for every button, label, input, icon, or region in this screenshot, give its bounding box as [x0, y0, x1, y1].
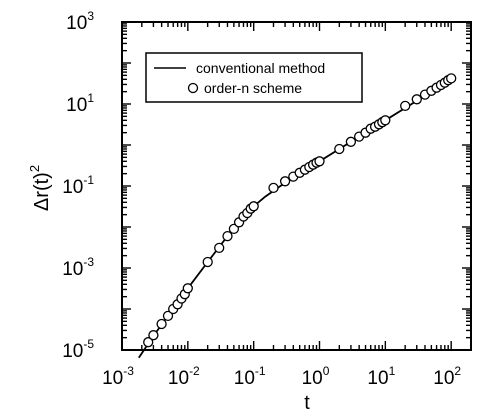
x-tick-label: 101: [367, 364, 395, 389]
x-tick-label: 10-2: [168, 364, 200, 389]
order-n-point: [268, 182, 279, 194]
y-tick-label: 103: [66, 9, 94, 34]
legend-label-order-n: order-n scheme: [204, 80, 302, 96]
conventional-method-line: [138, 76, 455, 359]
x-axis-title: t: [304, 392, 310, 414]
order-n-point: [446, 73, 457, 84]
axis-ticks: [121, 21, 472, 351]
y-axis-title-base: Δr(t): [31, 172, 53, 211]
order-n-point: [182, 283, 193, 294]
legend-marker-sample: [187, 82, 199, 94]
order-n-point: [148, 330, 159, 341]
x-tick-label: 10-3: [102, 364, 134, 389]
axis-tick-labels: 10-3 10-2 10-1 100 101 102 10-5 10-3 10-1 101 103: [62, 9, 461, 389]
y-tick-label: 101: [66, 91, 94, 116]
order-n-point: [222, 230, 233, 242]
order-n-point: [156, 318, 167, 330]
y-axis-title-exp: 2: [27, 165, 42, 172]
order-n-point: [202, 256, 213, 268]
svg-text:Δr(t)2: Δr(t)2: [27, 165, 53, 211]
order-n-point: [162, 310, 174, 322]
order-n-point: [334, 143, 345, 155]
legend-box: [145, 52, 363, 103]
y-tick-label: 10-5: [62, 337, 94, 362]
order-n-point: [345, 136, 357, 147]
y-tick-label: 10-3: [62, 255, 94, 280]
x-tick-label: 10-1: [234, 364, 266, 389]
order-n-point: [279, 176, 291, 187]
legend-label-conventional: conventional method: [196, 60, 325, 76]
order-n-point: [143, 337, 154, 348]
x-tick-label: 100: [302, 364, 330, 389]
order-n-point: [248, 201, 259, 212]
legend: conventional method order-n scheme: [145, 52, 363, 103]
order-n-point: [214, 242, 225, 254]
order-n-point: [314, 156, 325, 167]
order-n-point: [400, 100, 411, 112]
series-order-n-scheme: [143, 73, 457, 348]
y-tick-label: 10-1: [62, 173, 94, 198]
order-n-point: [228, 223, 240, 235]
order-n-point: [411, 94, 422, 105]
x-tick-label: 102: [433, 364, 461, 389]
y-axis-title: Δr(t)2: [27, 165, 53, 211]
series-conventional-method: [138, 76, 455, 359]
order-n-point: [380, 115, 391, 126]
